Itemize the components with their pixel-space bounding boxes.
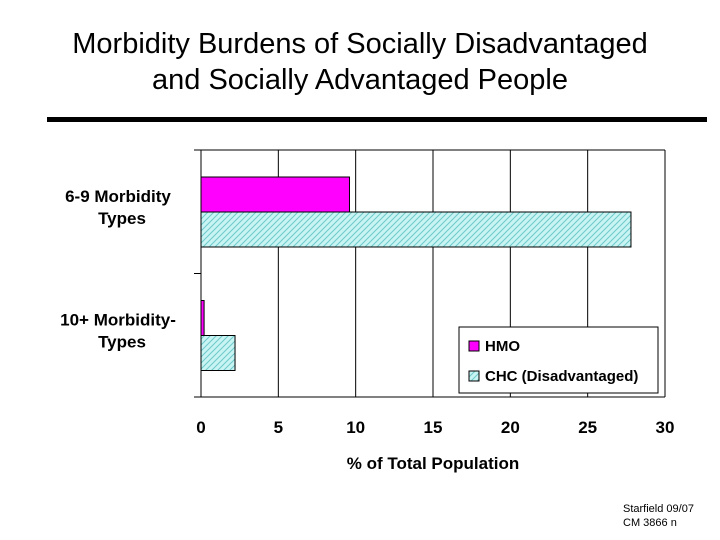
x-tick-label-25: 25	[578, 418, 597, 437]
footer-line-2: CM 3866 n	[623, 517, 677, 529]
bar-chc-1	[200, 335, 236, 371]
x-tick-label-30: 30	[656, 418, 675, 437]
footer-line-1: Starfield 09/07	[623, 503, 694, 515]
category-label-1-line2: Types	[98, 333, 146, 352]
legend-swatch-0	[468, 340, 480, 352]
bar-chc-0	[200, 211, 632, 248]
bar-hmo-0	[200, 176, 350, 213]
x-tick-label-10: 10	[346, 418, 365, 437]
labels: 0 5 10 15 20 25 30 6-9 Morbidity Types 10+ Morbid…	[60, 187, 674, 473]
x-tick-label-0: 0	[196, 418, 205, 437]
bars	[200, 176, 632, 371]
x-tick-label-15: 15	[424, 418, 443, 437]
legend-label-1: CHC (Disadvantaged)	[485, 368, 638, 385]
title-line-2: and Socially Advantaged People	[152, 64, 568, 96]
axes	[194, 149, 665, 398]
category-label-0-line2: Types	[98, 209, 146, 228]
x-axis-title: % of Total Population	[347, 454, 520, 473]
category-label-0-line1: 6-9 Morbidity	[65, 187, 171, 206]
legend-box	[458, 326, 659, 394]
legend: HMO CHC (Disadvantaged)	[458, 326, 659, 394]
footer-note: Starfield 09/07 CM 3866 n	[623, 502, 694, 530]
title-line-1: Morbidity Burdens of Socially Disadvanta…	[72, 28, 648, 60]
title-divider	[47, 117, 707, 122]
legend-swatch-1	[468, 370, 480, 382]
legend-label-0: HMO	[485, 338, 520, 355]
x-tick-label-20: 20	[501, 418, 520, 437]
slide-title: Morbidity Burdens of Socially Disadvanta…	[0, 26, 720, 98]
x-tick-label-5: 5	[274, 418, 283, 437]
category-label-1-line1: 10+ Morbidity-	[60, 311, 176, 330]
